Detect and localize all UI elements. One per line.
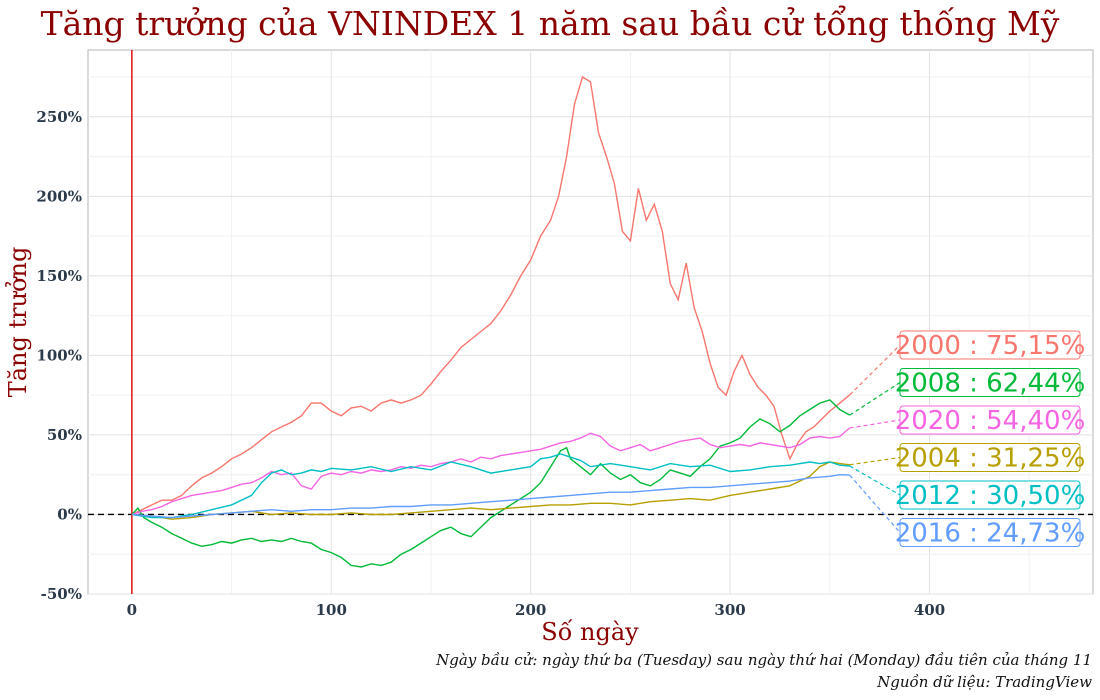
series-label-2016: 2016 : 24,73% (895, 519, 1086, 549)
series-label-2004: 2004 : 31,25% (895, 444, 1086, 474)
series-line-2008 (131, 399, 851, 568)
series-label-2020: 2020 : 54,40% (895, 406, 1086, 436)
label-leader-lines (849, 344, 901, 533)
caption-election-day: Ngày bầu cử: ngày thứ ba (Tuesday) sau n… (436, 651, 1092, 669)
x-tick-label: 200 (515, 601, 546, 619)
y-tick-label: 0% (57, 505, 82, 523)
series-label-2008: 2008 : 62,44% (895, 369, 1086, 399)
leader-line-2012 (849, 465, 901, 496)
y-tick-label: 200% (36, 187, 82, 205)
leader-line-2020 (849, 419, 901, 429)
label-box-2020 (899, 405, 1081, 435)
chart-title: Tăng trưởng của VNINDEX 1 năm sau bầu cử… (40, 4, 1060, 43)
series-end-labels: 2000 : 75,15% 2008 : 62,44% 2020 : 54,40% 2… (895, 330, 1086, 549)
series-lines (131, 75, 851, 568)
label-box-2012 (899, 480, 1081, 510)
series-line-2012 (131, 453, 850, 519)
y-tick-label: 250% (36, 108, 82, 126)
series-line-2020 (131, 427, 851, 516)
x-tick-label: 100 (316, 601, 347, 619)
grid-lines (87, 49, 1094, 595)
label-box-2000 (899, 330, 1081, 360)
series-label-2000: 2000 : 75,15% (895, 331, 1086, 361)
series-line-2000 (131, 75, 851, 516)
x-tick-label: 0 (127, 601, 137, 619)
y-tick-label: 150% (36, 267, 82, 285)
y-tick-label: 50% (47, 426, 82, 444)
label-box-2008 (899, 368, 1081, 397)
series-label-2012: 2012 : 30,50% (895, 481, 1086, 511)
x-tick-label: 400 (914, 601, 945, 619)
series-line-2004 (131, 461, 850, 520)
x-axis-title: Số ngày (541, 618, 639, 646)
leader-line-2008 (849, 381, 901, 416)
leader-line-2004 (849, 456, 901, 466)
x-tick-label: 300 (714, 601, 745, 619)
leader-line-2000 (849, 344, 901, 396)
y-tick-label: -50% (41, 585, 82, 603)
axis-ticks: 0 100 200 300 400 -50% 0% 50% 100% 150% 200% 250% (36, 108, 945, 619)
label-box-2016 (899, 518, 1081, 547)
label-box-2004 (899, 443, 1081, 472)
y-tick-label: 100% (36, 346, 82, 364)
caption-data-source: Nguồn dữ liệu: TradingView (877, 673, 1092, 691)
leader-line-2016 (849, 474, 901, 533)
series-line-2016 (131, 473, 850, 519)
